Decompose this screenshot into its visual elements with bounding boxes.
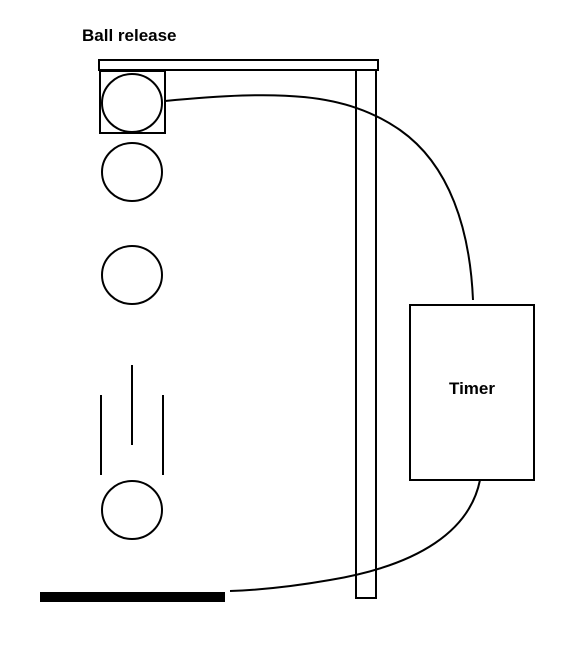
ball-released — [101, 73, 163, 133]
wire-release-to-timer — [164, 94, 474, 301]
timer-box — [409, 304, 535, 481]
motion-lines — [100, 365, 164, 475]
wire-timer-to-pad — [229, 479, 481, 592]
ball-release-label: Ball release — [82, 26, 177, 45]
stand-top-bar — [98, 59, 379, 71]
stand-pole — [355, 69, 377, 599]
ball-falling-1 — [101, 142, 163, 202]
ball-falling-3 — [101, 480, 163, 540]
ball-release-box — [99, 70, 166, 134]
impact-pad — [40, 592, 225, 602]
timer-label: Timer — [449, 379, 495, 398]
ball-falling-2 — [101, 245, 163, 305]
